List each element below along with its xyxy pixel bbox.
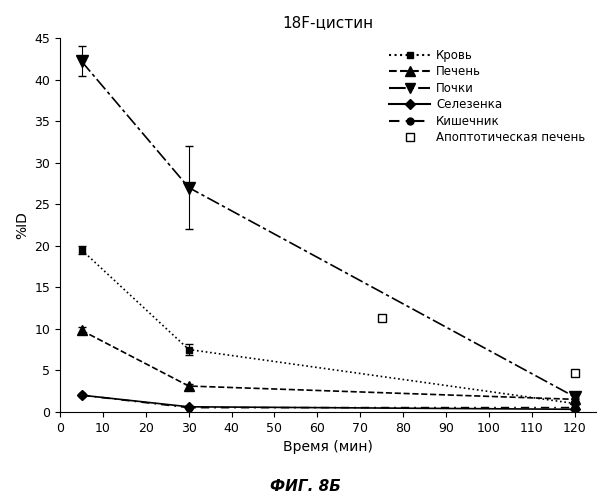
Legend: Кровь, Печень, Почки, Селезенка, Кишечник, Апоптотическая печень: Кровь, Печень, Почки, Селезенка, Кишечни… [384, 44, 590, 149]
Title: 18F-цистин: 18F-цистин [282, 15, 374, 30]
Y-axis label: %ID: %ID [15, 211, 29, 239]
Text: ФИГ. 8Б: ФИГ. 8Б [270, 479, 341, 494]
X-axis label: Время (мин): Время (мин) [283, 440, 373, 454]
